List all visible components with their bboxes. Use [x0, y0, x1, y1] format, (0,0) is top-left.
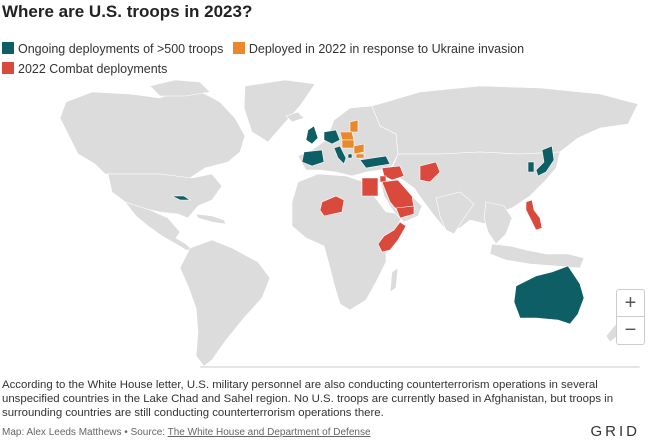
legend-swatch-ongoing [2, 42, 14, 54]
legend-item-combat: 2022 Combat deployments [2, 62, 167, 76]
united-states [107, 173, 223, 219]
greenland [243, 79, 316, 143]
afghanistan[interactable] [419, 161, 441, 183]
zoom-in-button[interactable]: + [616, 289, 645, 317]
source-link[interactable]: The White House and Department of Defens… [167, 427, 371, 438]
grid-logo: GRID [590, 423, 640, 440]
slovakia-hungary[interactable] [341, 139, 355, 149]
ukraine-response-deployments [339, 119, 365, 159]
legend-item-ukraine: Deployed in 2022 in response to Ukraine … [232, 42, 525, 56]
jordan[interactable] [379, 175, 387, 183]
japan[interactable] [535, 145, 555, 177]
southeast-asia [483, 201, 513, 245]
combat-deployments [319, 161, 543, 253]
india [435, 191, 475, 235]
yemen[interactable] [395, 205, 415, 219]
egypt[interactable] [361, 177, 379, 197]
world-map[interactable] [0, 78, 652, 368]
ongoing-deployments [171, 125, 585, 325]
iceland [285, 111, 305, 123]
united-kingdom[interactable] [305, 125, 319, 145]
syria-iraq[interactable] [381, 165, 405, 181]
legend-swatch-combat [2, 62, 14, 74]
philippines[interactable] [525, 199, 543, 231]
chart-title: Where are U.S. troops in 2023? [2, 2, 253, 21]
legend-label-ukraine: Deployed in 2022 in response to Ukraine … [248, 42, 525, 56]
spain[interactable] [301, 149, 325, 167]
niger[interactable] [319, 195, 345, 217]
estonia-latvia-lithuania[interactable] [349, 119, 359, 133]
turkey[interactable] [359, 155, 391, 169]
germany[interactable] [323, 129, 341, 145]
legend: Ongoing deployments of >500 troops Deplo… [2, 39, 650, 79]
credits-prefix: Map: Alex Leeds Matthews • Source: [2, 427, 168, 438]
legend-swatch-ukraine [232, 42, 245, 54]
cuba[interactable] [171, 195, 191, 201]
south-korea[interactable] [527, 161, 535, 173]
zoom-out-button[interactable]: − [616, 317, 645, 345]
italy[interactable] [333, 145, 347, 165]
antarctica-edge [199, 365, 641, 368]
australia[interactable] [513, 265, 585, 325]
indonesia [489, 243, 585, 269]
poland[interactable] [339, 131, 355, 141]
footnote: According to the White House letter, U.S… [2, 379, 614, 419]
south-america [179, 239, 271, 367]
kosovo[interactable] [347, 153, 353, 159]
bulgaria[interactable] [355, 153, 365, 159]
credits: Map: Alex Leeds Matthews • Source: The W… [2, 427, 371, 438]
romania[interactable] [353, 143, 365, 155]
legend-label-ongoing: Ongoing deployments of >500 troops [18, 42, 224, 56]
legend-label-combat: 2022 Combat deployments [18, 62, 168, 76]
madagascar [389, 267, 399, 293]
arctic-islands [149, 79, 211, 97]
canada-alaska [59, 87, 246, 179]
russia [371, 85, 639, 155]
somalia-kenya[interactable] [377, 221, 407, 253]
legend-item-ongoing: Ongoing deployments of >500 troops [2, 42, 223, 56]
caribbean-islands [195, 213, 227, 225]
